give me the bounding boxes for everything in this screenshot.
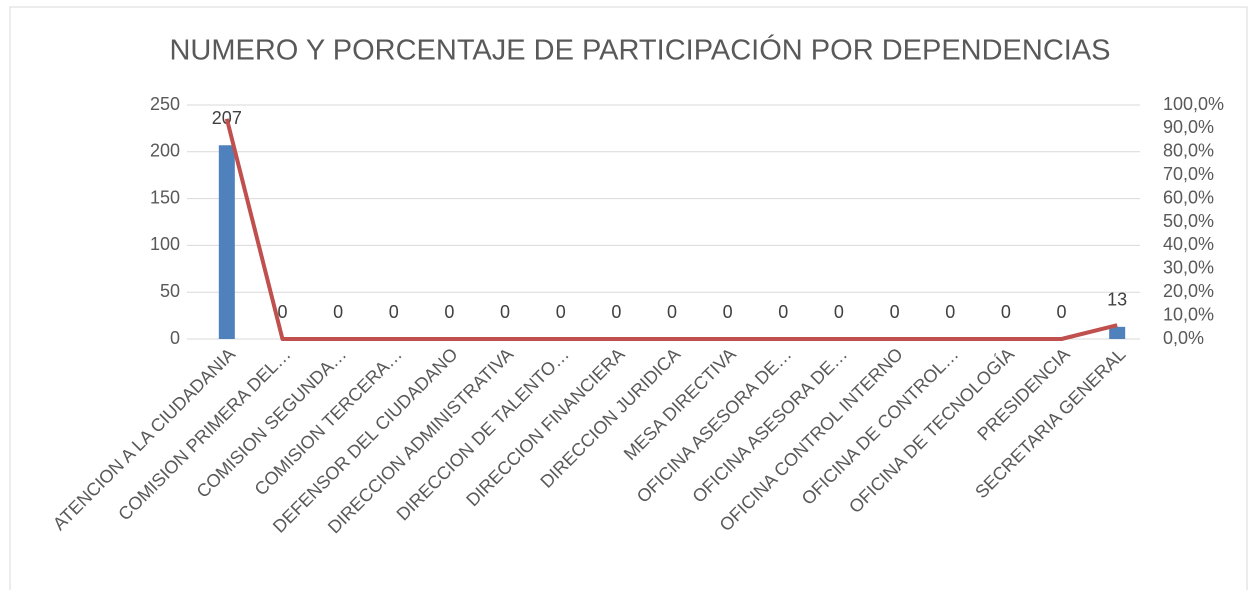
- y-tick-label: 100: [150, 234, 180, 254]
- chart-frame: [9, 6, 1248, 590]
- data-label: 0: [890, 302, 900, 322]
- y-tick-label: 150: [150, 187, 180, 207]
- chart-title: NUMERO Y PORCENTAJE DE PARTICIPACIÓN POR…: [169, 34, 1110, 67]
- y2-tick-label: 10,0%: [1163, 304, 1214, 324]
- line-series: [224, 118, 1118, 341]
- data-label: 0: [1057, 302, 1067, 322]
- y2-tick-label: 20,0%: [1163, 281, 1214, 301]
- y2-tick-label: 30,0%: [1163, 258, 1214, 278]
- bar: [1109, 326, 1126, 339]
- y-tick-label: 250: [150, 94, 180, 114]
- y2-tick-label: 70,0%: [1163, 164, 1214, 184]
- data-label: 0: [500, 302, 510, 322]
- data-label: 0: [945, 302, 955, 322]
- data-label: 0: [333, 302, 343, 322]
- y2-tick-label: 50,0%: [1163, 211, 1214, 231]
- y2-tick-label: 100,0%: [1163, 94, 1224, 114]
- y-tick-label: 200: [150, 141, 180, 161]
- data-label: 0: [834, 302, 844, 322]
- bar: [218, 145, 235, 339]
- data-label: 0: [389, 302, 399, 322]
- y-tick-label: 0: [170, 328, 180, 348]
- y2-tick-label: 0,0%: [1163, 328, 1204, 348]
- y2-tick-label: 90,0%: [1163, 117, 1214, 137]
- data-label: 0: [667, 302, 677, 322]
- data-label: 0: [1001, 302, 1011, 322]
- y2-tick-label: 60,0%: [1163, 187, 1214, 207]
- data-label: 0: [277, 302, 287, 322]
- y2-tick-label: 80,0%: [1163, 141, 1214, 161]
- data-label: 0: [444, 302, 454, 322]
- data-label: 0: [778, 302, 788, 322]
- data-label: 0: [556, 302, 566, 322]
- data-label: 0: [611, 302, 621, 322]
- data-label: 207: [212, 108, 242, 128]
- data-label: 0: [723, 302, 733, 322]
- data-label: 13: [1107, 290, 1127, 310]
- y-tick-label: 50: [160, 281, 180, 301]
- y2-tick-label: 40,0%: [1163, 234, 1214, 254]
